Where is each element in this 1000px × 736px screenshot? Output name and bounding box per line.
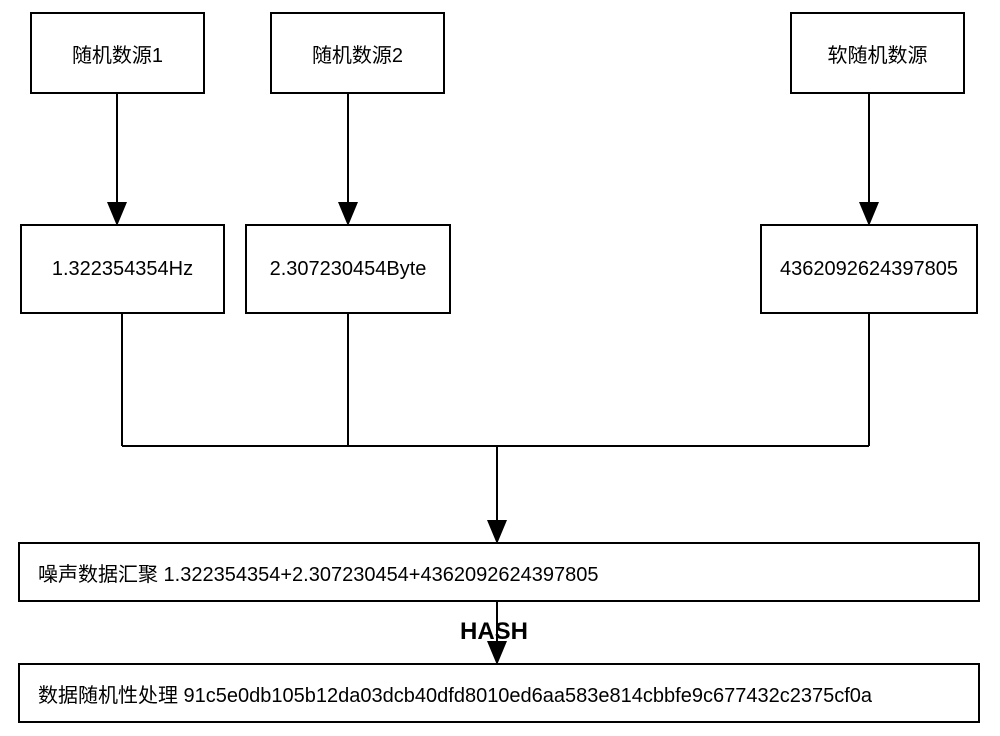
node-label: 2.307230454Byte	[270, 258, 427, 281]
node-label: 4362092624397805	[780, 258, 958, 281]
node-label: 软随机数源	[828, 39, 928, 68]
node-noise-aggregation: 噪声数据汇聚 1.322354354+2.307230454+436209262…	[18, 542, 980, 602]
node-label: 随机数源1	[72, 39, 163, 68]
node-random-source-2: 随机数源2	[270, 12, 445, 94]
node-soft-random-source: 软随机数源	[790, 12, 965, 94]
node-randomness-output: 数据随机性处理 91c5e0db105b12da03dcb40dfd8010ed…	[18, 663, 980, 723]
node-value-3: 4362092624397805	[760, 224, 978, 314]
node-label: 数据随机性处理 91c5e0db105b12da03dcb40dfd8010ed…	[38, 679, 872, 708]
hash-text: HASH	[460, 618, 528, 645]
node-value-2: 2.307230454Byte	[245, 224, 451, 314]
hash-label: HASH	[460, 618, 528, 646]
node-label: 1.322354354Hz	[52, 258, 193, 281]
diagram-canvas: 随机数源1 随机数源2 软随机数源 1.322354354Hz 2.307230…	[0, 0, 1000, 736]
node-random-source-1: 随机数源1	[30, 12, 205, 94]
node-value-1: 1.322354354Hz	[20, 224, 225, 314]
node-label: 噪声数据汇聚 1.322354354+2.307230454+436209262…	[38, 558, 598, 587]
node-label: 随机数源2	[312, 39, 403, 68]
